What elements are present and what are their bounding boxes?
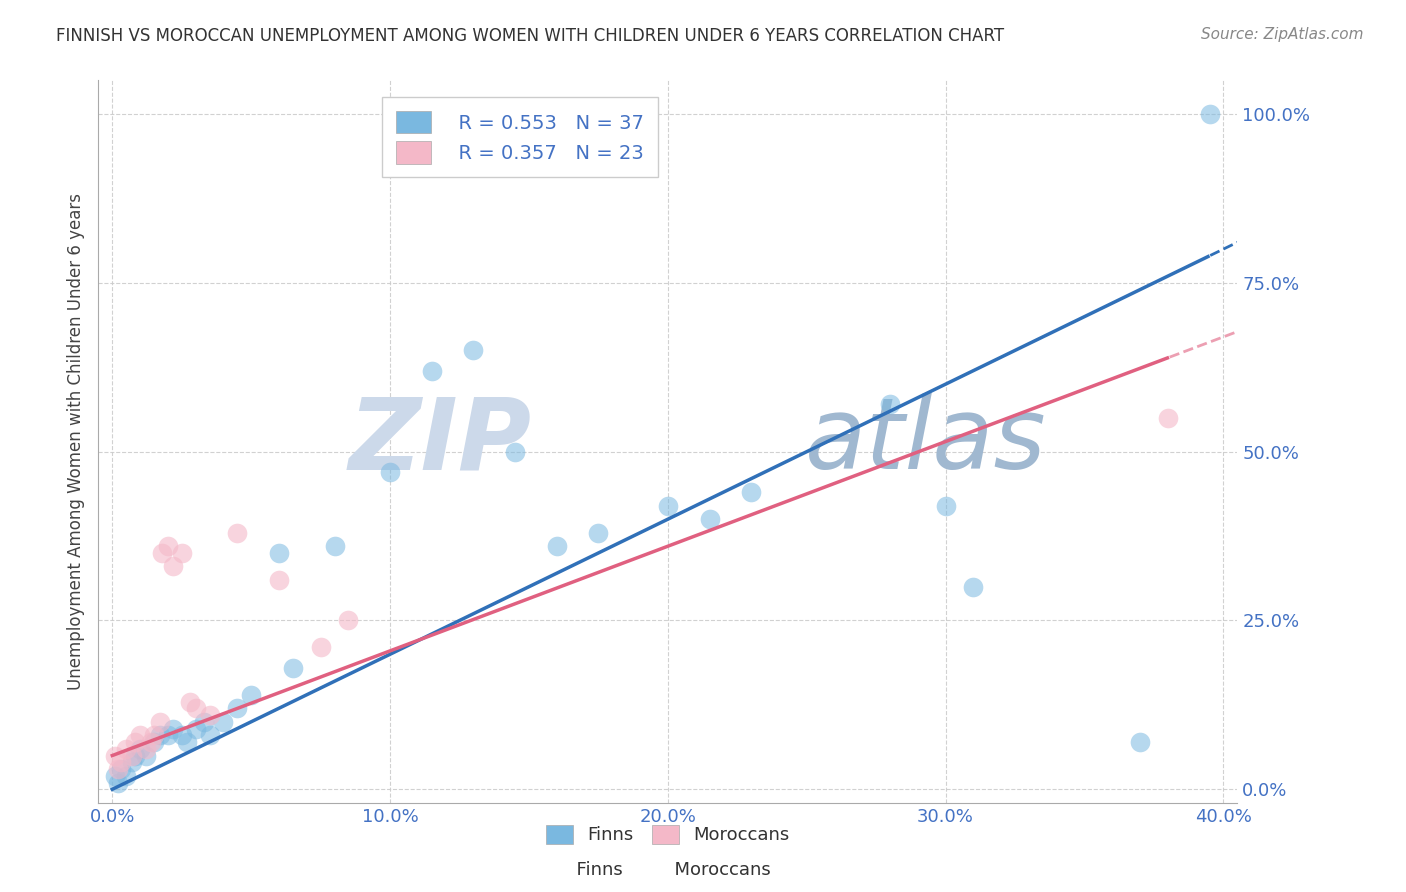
Legend: Finns, Moroccans: Finns, Moroccans xyxy=(538,818,797,852)
Point xyxy=(121,756,143,770)
Point xyxy=(198,708,221,723)
Point xyxy=(143,735,166,749)
Point xyxy=(121,748,143,763)
Point xyxy=(148,714,170,729)
Point xyxy=(309,640,332,655)
Point xyxy=(135,741,157,756)
Point xyxy=(1157,411,1180,425)
Point xyxy=(420,364,443,378)
Point xyxy=(184,701,207,715)
Y-axis label: Unemployment Among Women with Children Under 6 years: Unemployment Among Women with Children U… xyxy=(66,193,84,690)
Point xyxy=(104,769,127,783)
Point xyxy=(240,688,263,702)
Text: Finns         Moroccans: Finns Moroccans xyxy=(565,861,770,879)
Point xyxy=(115,769,138,783)
Point xyxy=(212,714,235,729)
Point xyxy=(124,735,146,749)
Point xyxy=(588,525,610,540)
Point xyxy=(378,465,401,479)
Point xyxy=(170,546,193,560)
Point xyxy=(115,741,138,756)
Point xyxy=(156,539,179,553)
Point xyxy=(170,728,193,742)
Point xyxy=(162,559,184,574)
Point xyxy=(657,499,679,513)
Point xyxy=(104,748,127,763)
Point xyxy=(150,546,173,560)
Point xyxy=(129,728,152,742)
Point xyxy=(337,614,360,628)
Point xyxy=(148,728,170,742)
Point xyxy=(267,573,290,587)
Point xyxy=(162,722,184,736)
Point xyxy=(198,728,221,742)
Point xyxy=(699,512,721,526)
Point xyxy=(281,661,304,675)
Point xyxy=(226,525,249,540)
Point xyxy=(179,694,201,708)
Point xyxy=(184,722,207,736)
Point xyxy=(740,485,762,500)
Point xyxy=(267,546,290,560)
Point xyxy=(110,756,132,770)
Point xyxy=(962,580,984,594)
Text: ZIP: ZIP xyxy=(349,393,531,490)
Point xyxy=(107,762,129,776)
Text: FINNISH VS MOROCCAN UNEMPLOYMENT AMONG WOMEN WITH CHILDREN UNDER 6 YEARS CORRELA: FINNISH VS MOROCCAN UNEMPLOYMENT AMONG W… xyxy=(56,27,1004,45)
Point xyxy=(107,775,129,789)
Point xyxy=(135,748,157,763)
Point xyxy=(546,539,568,553)
Point xyxy=(110,762,132,776)
Point xyxy=(1198,107,1220,121)
Point xyxy=(156,728,179,742)
Text: atlas: atlas xyxy=(804,393,1046,490)
Point xyxy=(124,748,146,763)
Point xyxy=(503,444,526,458)
Point xyxy=(143,728,166,742)
Point xyxy=(176,735,198,749)
Point xyxy=(141,735,163,749)
Point xyxy=(323,539,346,553)
Point xyxy=(129,741,152,756)
Point xyxy=(193,714,215,729)
Point xyxy=(879,397,901,411)
Text: Source: ZipAtlas.com: Source: ZipAtlas.com xyxy=(1201,27,1364,42)
Point xyxy=(226,701,249,715)
Point xyxy=(1129,735,1152,749)
Point xyxy=(463,343,485,358)
Point xyxy=(935,499,957,513)
